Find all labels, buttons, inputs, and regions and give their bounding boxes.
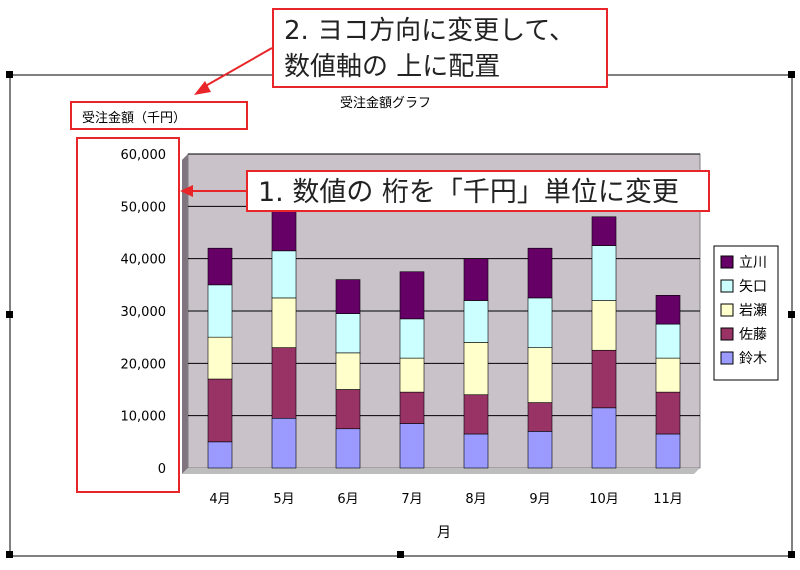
legend-swatch — [720, 351, 734, 365]
bar-segment — [207, 284, 233, 338]
x-tick-label: 7月 — [401, 492, 422, 507]
selection-handle[interactable] — [788, 71, 795, 78]
selection-handle[interactable] — [788, 311, 795, 318]
chart-title: 受注金額グラフ — [340, 96, 432, 111]
legend-label: 立川 — [739, 255, 767, 271]
callout-change-units: 1. 数値の 桁を「千円」単位に変更 — [246, 170, 710, 212]
bar-segment — [207, 441, 233, 469]
bar-segment — [335, 428, 361, 469]
bar-segment — [271, 297, 297, 348]
selection-handle[interactable] — [6, 311, 13, 318]
callout-move-label-line2: 数値軸の 上に配置 — [284, 52, 501, 82]
bar-segment — [271, 417, 297, 469]
bar-segment — [271, 250, 297, 299]
bar-segment — [271, 347, 297, 419]
bar-segment — [527, 247, 553, 299]
plot-side-depth — [182, 154, 188, 474]
bar-segment — [463, 394, 489, 435]
legend-swatch — [720, 255, 734, 269]
x-tick-label: 11月 — [653, 492, 683, 507]
bar-segment — [463, 433, 489, 469]
y-tick-label: 10,000 — [121, 410, 167, 425]
legend-label: 鈴木 — [739, 351, 767, 367]
bar-segment — [591, 245, 617, 301]
x-tick-label: 6月 — [337, 492, 358, 507]
bar-segment — [463, 342, 489, 396]
selection-handle[interactable] — [397, 551, 404, 558]
x-tick-label: 9月 — [529, 492, 550, 507]
plot-floor — [182, 468, 700, 474]
legend-swatch — [720, 327, 734, 341]
bar-segment — [399, 423, 425, 469]
y-tick-label: 60,000 — [121, 148, 167, 163]
bar-segment — [463, 258, 489, 301]
arrow-2-head — [194, 81, 211, 95]
x-tick-label: 10月 — [589, 492, 619, 507]
bar-segment — [399, 271, 425, 320]
bar-segment — [207, 378, 233, 443]
x-axis-label: 月 — [437, 525, 451, 541]
legend-swatch — [720, 279, 734, 293]
selection-handle[interactable] — [6, 71, 13, 78]
bar-segment — [399, 357, 425, 393]
callout-move-label-line1: 2. ヨコ方向に変更して、 — [284, 16, 575, 46]
bar-segment — [655, 357, 681, 393]
callout-move-label: 2. ヨコ方向に変更して、 数値軸の 上に配置 — [272, 8, 608, 88]
bar-segment — [527, 347, 553, 403]
legend-label: 矢口 — [739, 279, 767, 295]
legend-label: 岩瀬 — [739, 303, 767, 319]
bar-segment — [399, 391, 425, 424]
bar-segment — [335, 313, 361, 354]
bar-segment — [655, 433, 681, 469]
legend-label: 佐藤 — [739, 327, 767, 343]
bar-segment — [591, 349, 617, 409]
bar-segment — [271, 208, 297, 252]
bar-segment — [527, 431, 553, 469]
selection-handle[interactable] — [788, 551, 795, 558]
bar-segment — [591, 407, 617, 469]
legend-swatch — [720, 303, 734, 317]
bar-segment — [207, 336, 233, 380]
selection-handle[interactable] — [6, 551, 13, 558]
bar-segment — [399, 318, 425, 359]
x-tick-label: 4月 — [209, 492, 230, 507]
y-tick-label: 0 — [158, 462, 166, 477]
y-tick-label: 20,000 — [121, 357, 167, 372]
bar-segment — [335, 352, 361, 390]
bar-segment — [207, 247, 233, 286]
bar-segment — [591, 300, 617, 351]
bar-segment — [527, 402, 553, 432]
bar-segment — [335, 279, 361, 314]
x-tick-label: 8月 — [465, 492, 486, 507]
bar-segment — [527, 297, 553, 348]
bar-segment — [463, 300, 489, 343]
y-axis-highlight — [76, 137, 180, 493]
x-tick-label: 5月 — [273, 492, 294, 507]
y-axis-label-highlight — [70, 101, 248, 130]
bar-segment — [655, 323, 681, 359]
y-tick-label: 40,000 — [121, 253, 167, 268]
y-axis-label: 受注金額（千円） — [82, 111, 187, 126]
arrow-1-head — [180, 185, 193, 197]
arrow-2-line — [201, 47, 273, 89]
y-tick-label: 30,000 — [121, 305, 167, 320]
bar-segment — [655, 294, 681, 325]
y-tick-label: 50,000 — [121, 200, 167, 215]
bar-segment — [591, 216, 617, 246]
bar-segment — [335, 389, 361, 430]
bar-segment — [655, 391, 681, 435]
